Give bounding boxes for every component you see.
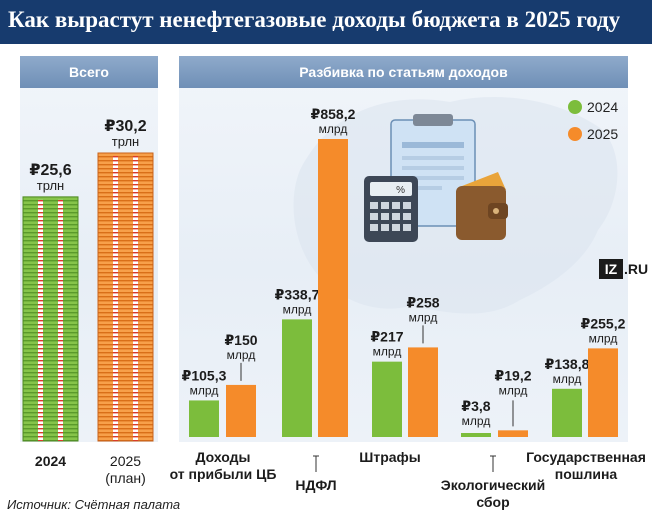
value-label: ₽105,3: [182, 367, 227, 383]
legend: 2024 2025: [568, 99, 618, 142]
bar-1-2024: [189, 400, 219, 437]
legend-swatch-2024: [568, 100, 582, 114]
unit-label: млрд: [190, 383, 219, 397]
chart-title: Как вырастут ненефтегазовые доходы бюдже…: [8, 7, 621, 32]
value-label: ₽858,2: [311, 106, 356, 122]
bar-3-2025: [408, 347, 438, 437]
unit-label: млрд: [409, 310, 438, 324]
category-label-1-line-2: от прибыли ЦБ: [170, 466, 277, 482]
svg-text:IZ: IZ: [605, 261, 618, 277]
unit-label: млрд: [373, 345, 402, 359]
unit-label: млрд: [227, 348, 256, 362]
title-bar: Как вырастут ненефтегазовые доходы бюдже…: [0, 0, 652, 44]
legend-label-2025: 2025: [587, 126, 618, 142]
category-label-1-line-1: Доходы: [196, 449, 251, 465]
bar-2-2025: [318, 139, 348, 437]
value-label: ₽150: [224, 332, 257, 348]
total-bar-stripe: [38, 199, 43, 441]
value-label: ₽217: [370, 329, 403, 345]
value-label: ₽19,2: [495, 367, 532, 383]
breakdown-panel-title: Разбивка по статьям доходов: [179, 56, 628, 88]
unit-label: млрд: [589, 331, 618, 345]
total-bar-stripe: [133, 156, 138, 441]
value-label: ₽258: [406, 294, 439, 310]
unit-label: млрд: [319, 122, 348, 136]
category-label-2-line-1: НДФЛ: [295, 477, 336, 493]
bar-1-2025: [226, 384, 256, 437]
category-label-4-line-1: Экологический: [441, 477, 545, 493]
wallet-icon: [456, 172, 508, 240]
bar-5-2025: [588, 348, 618, 437]
bar-3-2024: [372, 361, 402, 437]
svg-text:.RU: .RU: [624, 261, 648, 277]
bar-2-2024: [282, 319, 312, 437]
total-bar-2024: [22, 196, 79, 442]
category-label-5-line-1: Государственная: [526, 449, 646, 465]
total-category-label-line-1: 2024: [35, 453, 66, 469]
svg-text:%: %: [396, 185, 405, 196]
iz-ru-logo: IZ .RU: [599, 259, 648, 279]
unit-label: млрд: [462, 414, 491, 428]
total-value-label: ₽30,2: [104, 118, 146, 135]
bar-4-2024: [461, 433, 491, 437]
category-label-3-line-1: Штрафы: [359, 449, 420, 465]
value-label: ₽138,8: [545, 356, 590, 372]
total-category-label-line-2: (план): [105, 470, 146, 486]
bar-4-2025: [498, 430, 528, 437]
unit-label: млрд: [553, 372, 582, 386]
total-unit-label: трлн: [37, 178, 65, 193]
category-label-5-line-2: пошлина: [555, 466, 618, 482]
total-panel-title: Всего: [20, 56, 158, 88]
bar-5-2024: [552, 388, 582, 437]
total-category-label-line-1: 2025: [110, 453, 141, 469]
value-label: ₽255,2: [581, 315, 626, 331]
legend-swatch-2025: [568, 127, 582, 141]
calculator-icon: %: [364, 176, 418, 242]
legend-label-2024: 2024: [587, 99, 618, 115]
total-bar-2025: [97, 152, 154, 442]
value-label: ₽338,7: [275, 286, 320, 302]
total-unit-label: трлн: [112, 134, 140, 149]
category-label-4-line-2: сбор: [476, 494, 509, 510]
source-note: Источник: Счётная палата: [7, 497, 181, 512]
total-value-label: ₽25,6: [29, 162, 71, 179]
total-bar-stripe: [58, 199, 63, 441]
unit-label: млрд: [283, 302, 312, 316]
unit-label: млрд: [499, 383, 528, 397]
total-bar-stripe: [113, 156, 118, 441]
value-label: ₽3,8: [461, 398, 490, 414]
